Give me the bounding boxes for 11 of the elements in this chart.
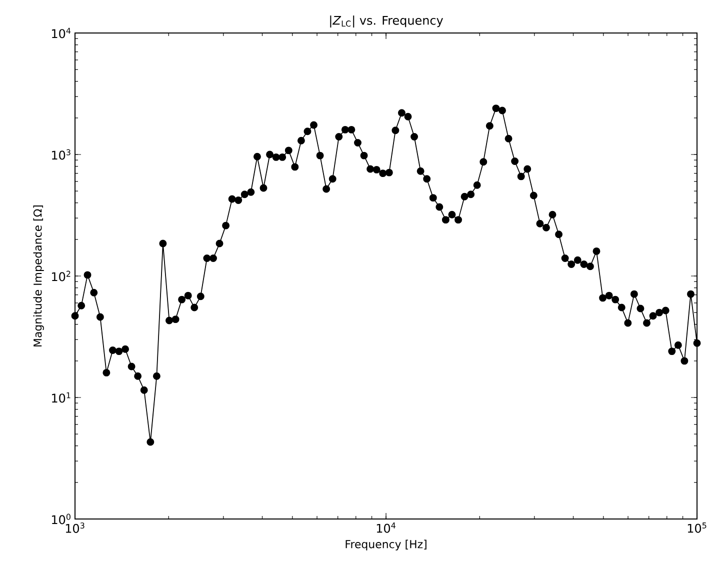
y-tick-label: 10$^{1}$: [52, 392, 70, 403]
x-tick-label: 10$^{4}$: [376, 522, 396, 533]
chart-title: |Z$_{LC}$| vs. Frequency: [330, 16, 444, 28]
y-tick-label: 10$^{0}$: [52, 514, 70, 524]
x-axis-title: Frequency [Hz]: [346, 540, 426, 550]
y-axis-title: Magnitude Impedance [Ω]: [33, 205, 44, 346]
y-tick-label: 10$^{2}$: [52, 270, 70, 282]
y-tick-label: 10$^{3}$: [52, 149, 70, 160]
x-tick-label: 10$^{5}$: [688, 522, 706, 533]
x-tick-label: 10$^{3}$: [66, 522, 84, 533]
y-tick-label: 10$^{4}$: [52, 28, 71, 38]
